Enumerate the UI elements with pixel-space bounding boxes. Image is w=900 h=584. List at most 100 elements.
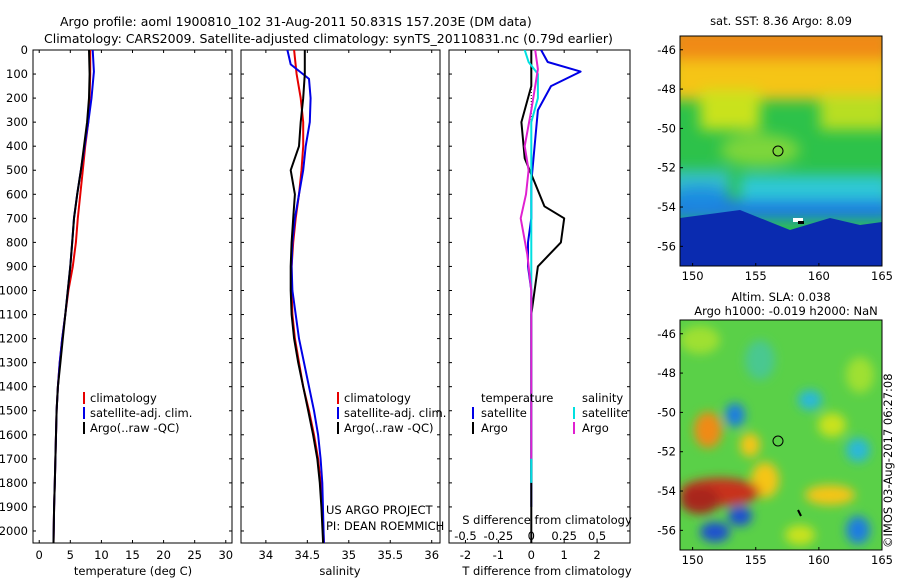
difference-series — [519, 50, 582, 543]
sst-map-title: sat. SST: 8.36 Argo: 8.09 — [710, 14, 852, 28]
t-difference-x-axis: -2 -1 0 1 2 — [460, 50, 601, 562]
map-lat-tick-label: -46 — [657, 43, 676, 57]
depth-tick-label: 900 — [6, 259, 28, 273]
legend-title-salinity: salinity — [582, 391, 623, 405]
depth-tick-label: 400 — [6, 139, 28, 153]
figure-title-line-1: Argo profile: aoml 1900810_102 31-Aug-20… — [60, 14, 532, 29]
legend-label-t-satellite: satellite — [481, 406, 527, 420]
project-annotation-line-2: PI: DEAN ROEMMICH — [326, 519, 444, 533]
map-lat-tick-label: -56 — [657, 523, 676, 537]
x-tick-label: 0 — [528, 548, 535, 562]
x-tick-label: 5 — [67, 548, 74, 562]
legend-title-temperature: temperature — [481, 391, 553, 405]
series-line-argo-raw-qc — [289, 50, 325, 543]
map-lat-tick-label: -52 — [657, 161, 676, 175]
difference-plot-area — [448, 49, 631, 544]
map-lat-tick-label: -54 — [657, 200, 676, 214]
map-lat-tick-label: -50 — [657, 405, 676, 419]
salinity-series — [286, 50, 325, 543]
legend-label-satellite: satellite-adj. clim. — [90, 406, 192, 420]
depth-tick-label: 500 — [6, 163, 28, 177]
series-line-salinity-argo — [519, 50, 539, 459]
project-annotation-line-1: US ARGO PROJECT — [326, 503, 434, 517]
x-tick-label: 30 — [218, 548, 233, 562]
depth-tick-label: 1200 — [0, 332, 28, 346]
x-tick-label: 25 — [187, 548, 202, 562]
map-lon-tick-label: 155 — [745, 553, 767, 567]
depth-tick-label: 300 — [6, 115, 28, 129]
temperature-x-axis: 0 5 10 15 20 25 30 — [36, 50, 233, 562]
salinity-x-label: salinity — [319, 564, 360, 578]
map-lat-tick-label: -48 — [657, 82, 676, 96]
temperature-series — [52, 50, 95, 543]
difference-legend: temperature satellite Argo salinity sate… — [472, 391, 628, 435]
temperature-plot-area — [32, 49, 233, 544]
depth-axis: 0 100 200 300 400 500 600 700 800 900 1000 1100 1200… — [0, 43, 630, 538]
depth-tick-label: 800 — [6, 235, 28, 249]
imos-credit: ©IMOS 03-Aug-2017 06:27:08 — [881, 373, 895, 548]
legend-label-s-satellite: satellite — [582, 406, 628, 420]
x-tick-label: 15 — [125, 548, 140, 562]
map-lon-tick-label: 165 — [871, 269, 893, 283]
sla-map-title-line-2: Argo h1000: -0.019 h2000: NaN — [694, 304, 878, 318]
map-lat-tick-label: -50 — [657, 121, 676, 135]
argo-float-marker — [772, 435, 784, 447]
depth-tick-label: 1100 — [0, 308, 28, 322]
x-tick-label: 35.5 — [377, 548, 403, 562]
depth-tick-label: 1300 — [0, 356, 28, 370]
legend-label-argo: Argo(..raw -QC) — [90, 421, 180, 435]
depth-tick-label: 700 — [6, 211, 28, 225]
x-tick-label: 1 — [561, 548, 568, 562]
t-difference-x-label: T difference from climatology — [461, 564, 632, 578]
map-lon-tick-label: 165 — [871, 553, 893, 567]
map-lat-tick-label: -46 — [657, 327, 676, 341]
figure-title-line-2: Climatology: CARS2009. Satellite-adjuste… — [44, 31, 613, 46]
x2-tick-label: 0.5 — [588, 529, 606, 543]
depth-tick-label: 1500 — [0, 404, 28, 418]
map-lon-tick-label: 160 — [808, 269, 830, 283]
x-tick-label: 34.5 — [295, 548, 321, 562]
map-lon-tick-label: 150 — [682, 269, 704, 283]
sla-map — [680, 320, 882, 550]
map-lat-tick-label: -48 — [657, 366, 676, 380]
depth-tick-label: 600 — [6, 187, 28, 201]
sst-map-frame — [679, 35, 883, 267]
series-line-climatology — [52, 50, 92, 543]
temperature-x-label: temperature (deg C) — [74, 564, 192, 578]
sla-map-title-line-1: Altim. SLA: 0.038 — [731, 290, 830, 304]
depth-tick-label: 1000 — [0, 283, 28, 297]
x-tick-label: 34 — [259, 548, 274, 562]
legend-label-climatology: climatology — [344, 391, 411, 405]
sst-map-axes: 150 155 160 165 -46 -48 -50 -52 -54 -56 — [657, 43, 893, 283]
depth-tick-label: 200 — [6, 91, 28, 105]
series-line-argo-raw-qc — [52, 50, 91, 543]
legend-label-argo: Argo(..raw -QC) — [344, 421, 434, 435]
depth-tick-label: 1600 — [0, 428, 28, 442]
map-lat-tick-label: -54 — [657, 484, 676, 498]
x-tick-label: 35 — [341, 548, 356, 562]
sla-map-axes: 150 155 160 165 -46 -48 -50 -52 -54 -56 — [657, 327, 893, 567]
depth-tick-label: 100 — [6, 67, 28, 81]
argo-float-marker — [772, 145, 784, 157]
x-tick-label: 0 — [36, 548, 43, 562]
legend-label-s-argo: Argo — [582, 421, 609, 435]
depth-tick-label: 2000 — [0, 524, 28, 538]
depth-tick-label: 1900 — [0, 500, 28, 514]
map-lon-tick-label: 155 — [745, 269, 767, 283]
legend-label-climatology: climatology — [90, 391, 157, 405]
depth-tick-label: 1400 — [0, 380, 28, 394]
x-tick-label: -1 — [493, 548, 504, 562]
map-lat-tick-label: -56 — [657, 239, 676, 253]
s-difference-x-label: S difference from climatology — [462, 513, 632, 527]
sla-map-frame — [679, 319, 883, 551]
x2-tick-label: 0.25 — [551, 529, 577, 543]
x2-tick-label: -0.5 — [454, 529, 476, 543]
x-tick-label: 10 — [94, 548, 109, 562]
x-tick-label: 20 — [156, 548, 171, 562]
x-tick-label: -2 — [460, 548, 471, 562]
s-difference-x-axis: -0.5-0.2500.250.5 — [454, 529, 606, 543]
sst-map — [680, 36, 882, 266]
x-tick-label: 36 — [424, 548, 439, 562]
depth-tick-label: 1700 — [0, 452, 28, 466]
